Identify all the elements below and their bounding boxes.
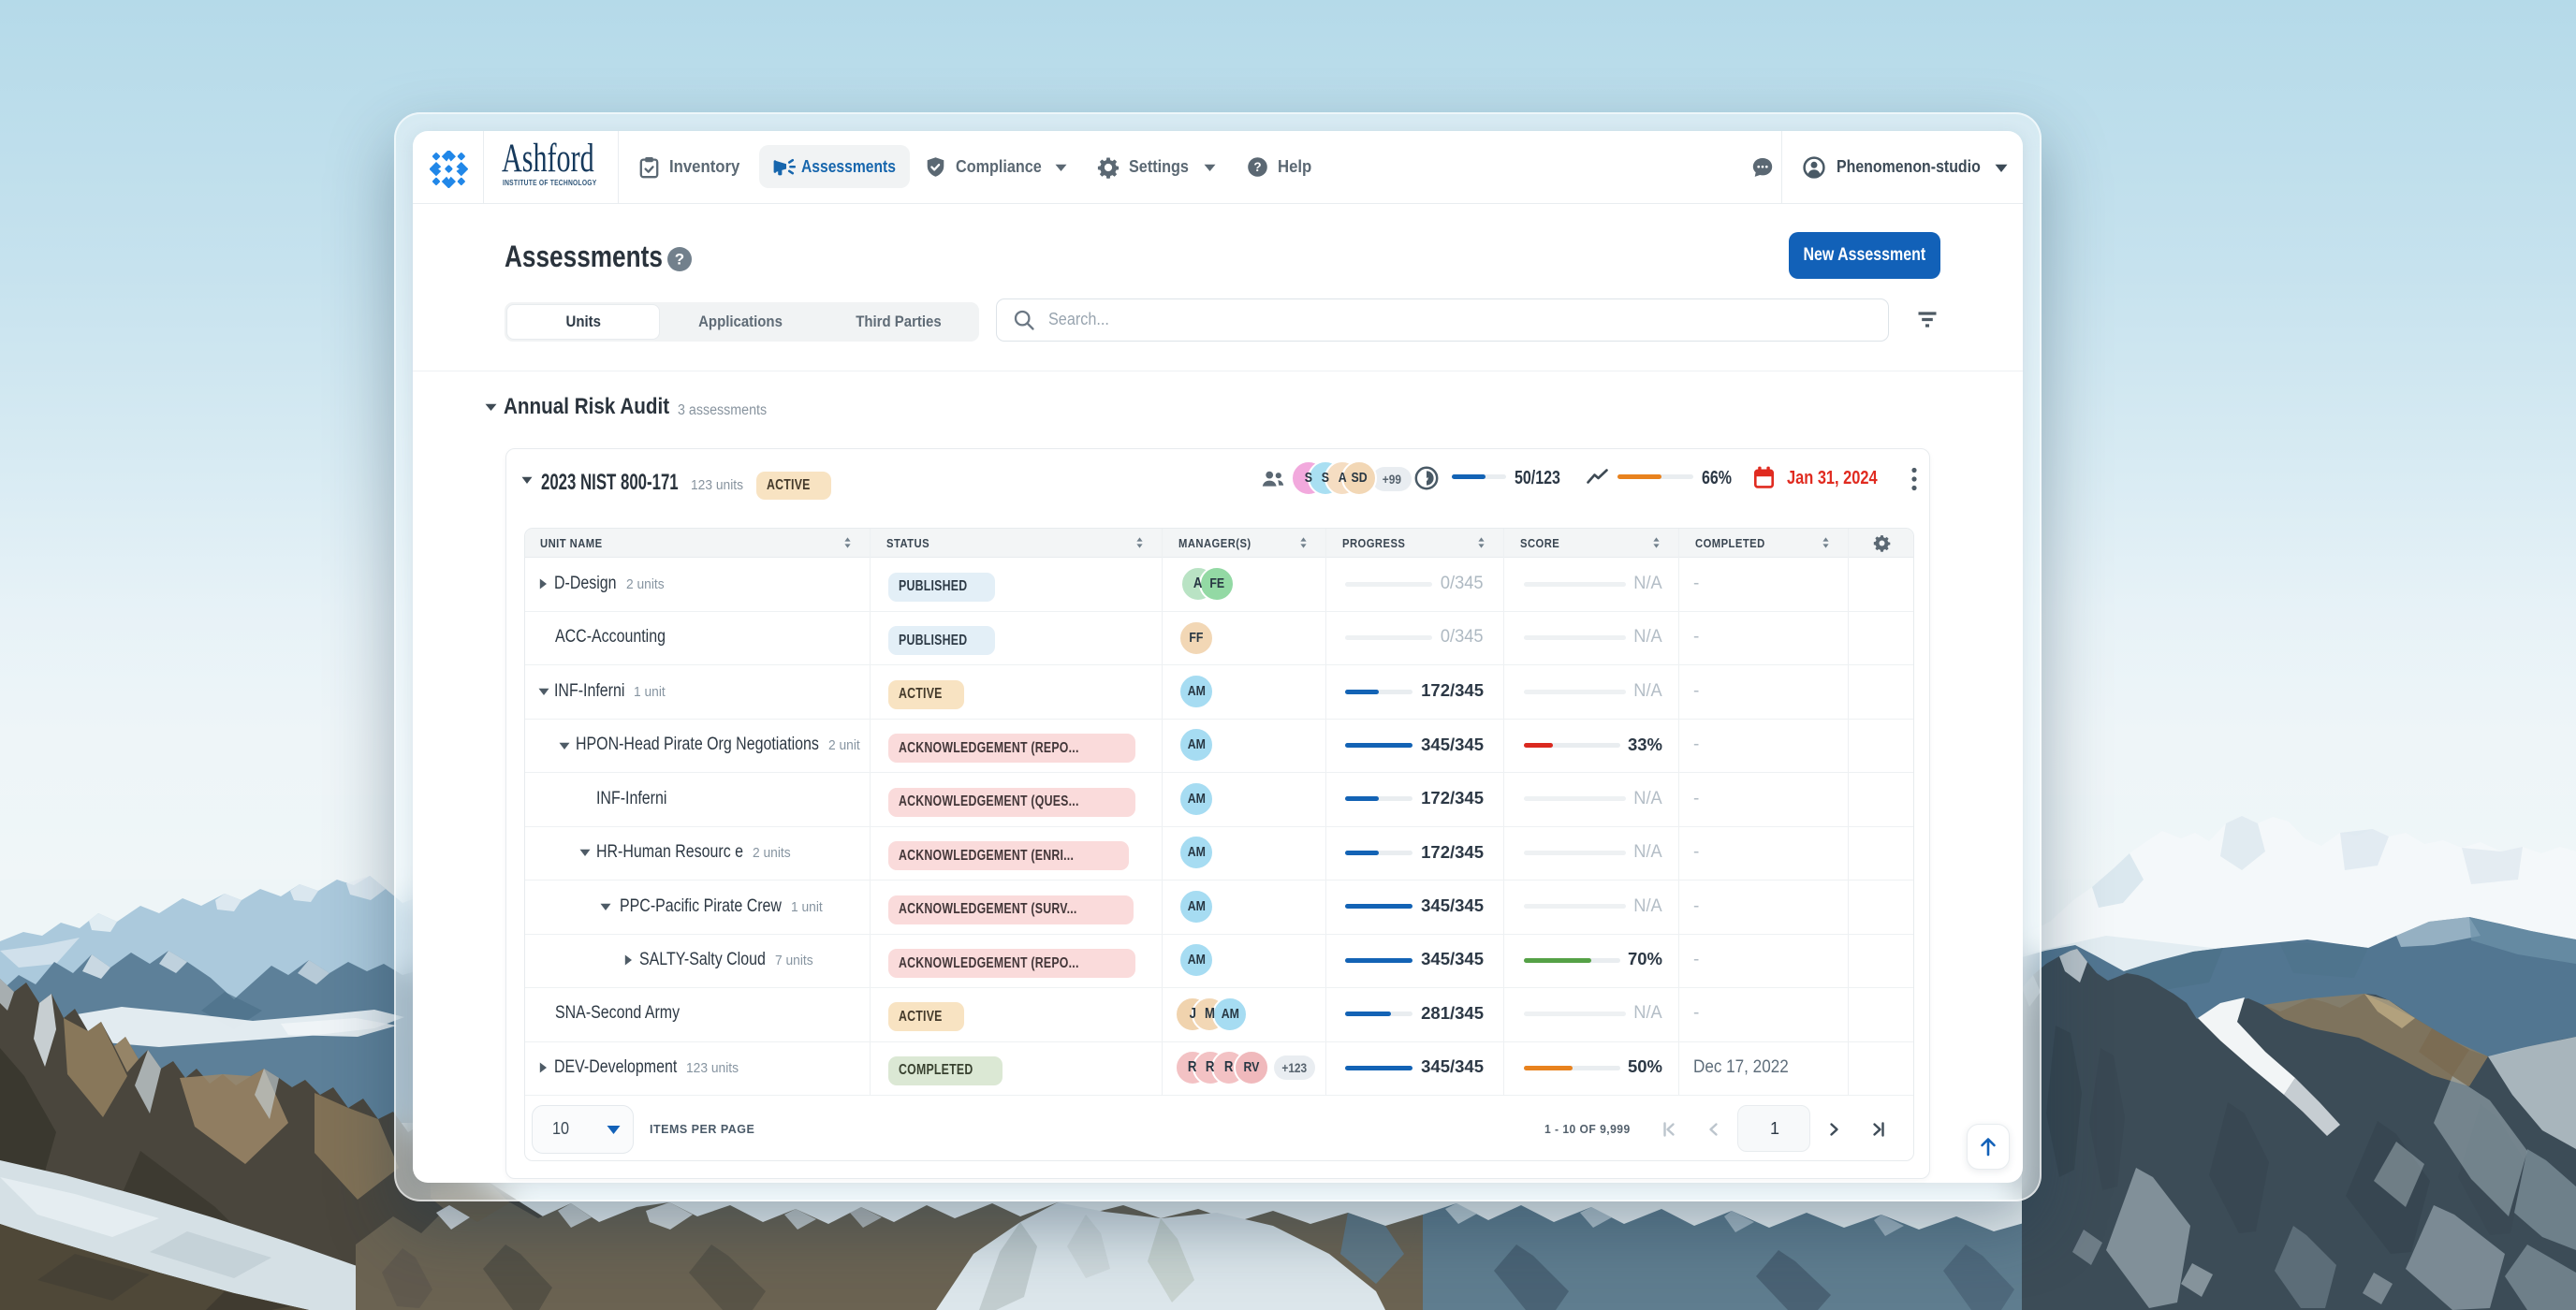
svg-text:?: ? [1253,160,1261,174]
svg-text:?: ? [674,251,683,269]
